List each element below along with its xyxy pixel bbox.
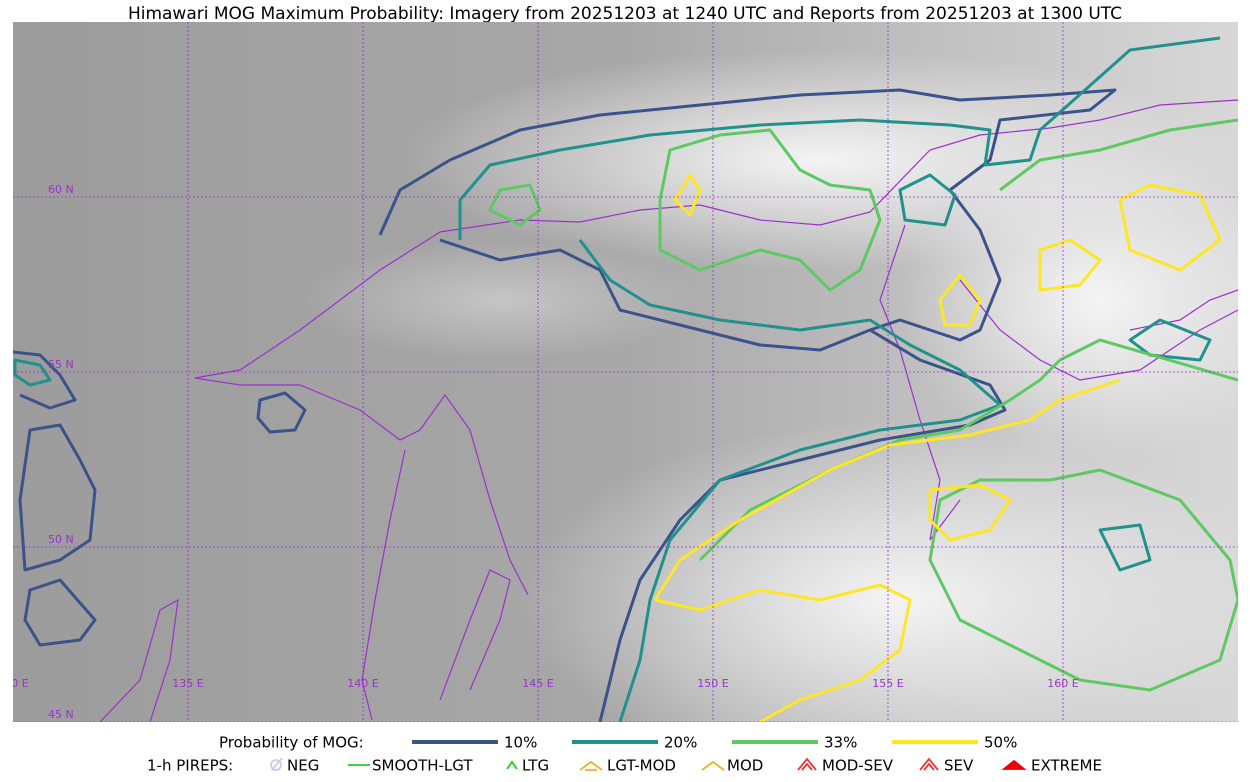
contour-50: [938, 273, 982, 327]
contour-20: [898, 173, 957, 227]
contour-10: [256, 391, 307, 434]
contour-20: [1098, 523, 1152, 572]
lat-label: 55 N: [48, 358, 74, 371]
cloud: [900, 140, 1238, 460]
lat-label: 50 N: [48, 533, 74, 546]
contour-50: [1118, 183, 1222, 272]
pirep-label: MOD: [727, 757, 763, 775]
lon-label: 145 E: [522, 677, 553, 690]
pirep-icon: [579, 760, 603, 771]
lat-label: 45 N: [48, 708, 74, 721]
lon-label: 130 E: [0, 677, 29, 690]
contour-33: [698, 338, 1238, 562]
pirep-label: SMOOTH-LGT: [372, 757, 473, 775]
contour-50: [653, 378, 1121, 601]
legend-label: 10%: [504, 734, 537, 752]
lon-label: 135 E: [172, 677, 203, 690]
pirep-icon: [919, 757, 939, 771]
legend: Probability of MOG: 10% 20% 33% 50% 1-h PIREP…: [147, 734, 1102, 775]
graticule: 60 N 55 N 50 N 45 N 130 E 135 E 140 E 145 E 150 …: [0, 22, 1238, 722]
contour-20: [13, 358, 52, 387]
pirep-label: SEV: [944, 757, 974, 775]
pirep-icon: [270, 757, 283, 771]
contour-10: [378, 88, 1117, 722]
contour-10: [13, 350, 77, 410]
pirep-label: EXTREME: [1031, 757, 1102, 775]
legend-label: 50%: [984, 734, 1017, 752]
pirep-icon: [797, 757, 817, 771]
title: Himawari MOG Maximum Probability: Imager…: [128, 4, 1122, 24]
contours: [13, 36, 1238, 722]
legend-label: 20%: [664, 734, 697, 752]
coastlines: [99, 99, 1238, 722]
contour-10: [23, 578, 97, 647]
lon-label: 160 E: [1047, 677, 1078, 690]
contour-10: [18, 423, 97, 572]
lon-label: 150 E: [697, 677, 728, 690]
contour-33: [488, 183, 542, 227]
contour-50: [1038, 238, 1102, 292]
contour-50: [654, 583, 912, 722]
contour-20: [458, 36, 1221, 240]
pirep-icon: [1001, 759, 1027, 770]
legend-title: Probability of MOG:: [219, 734, 364, 752]
lon-label: 140 E: [347, 677, 378, 690]
contour-33: [928, 468, 1238, 692]
contour-33: [658, 128, 882, 292]
map: 60 N 55 N 50 N 45 N 130 E 135 E 140 E 145 E 150 …: [0, 22, 1238, 722]
contour-33: [999, 118, 1238, 192]
contour-10: [439, 238, 871, 352]
pirep-label: NEG: [287, 757, 319, 775]
legend-label: 33%: [824, 734, 857, 752]
lon-label: 155 E: [872, 677, 903, 690]
pirep-icon: [701, 760, 725, 771]
cloud: [520, 420, 1238, 722]
pirep-label: LGT-MOD: [607, 757, 676, 775]
pirep-icon: [506, 760, 518, 770]
pirep-label: MOD-SEV: [822, 757, 894, 775]
contour-50: [928, 483, 1012, 542]
pirep-title: 1-h PIREPS:: [147, 757, 233, 775]
pirep-label: LTG: [522, 757, 549, 775]
contour-50: [673, 173, 702, 217]
lat-label: 60 N: [48, 183, 74, 196]
